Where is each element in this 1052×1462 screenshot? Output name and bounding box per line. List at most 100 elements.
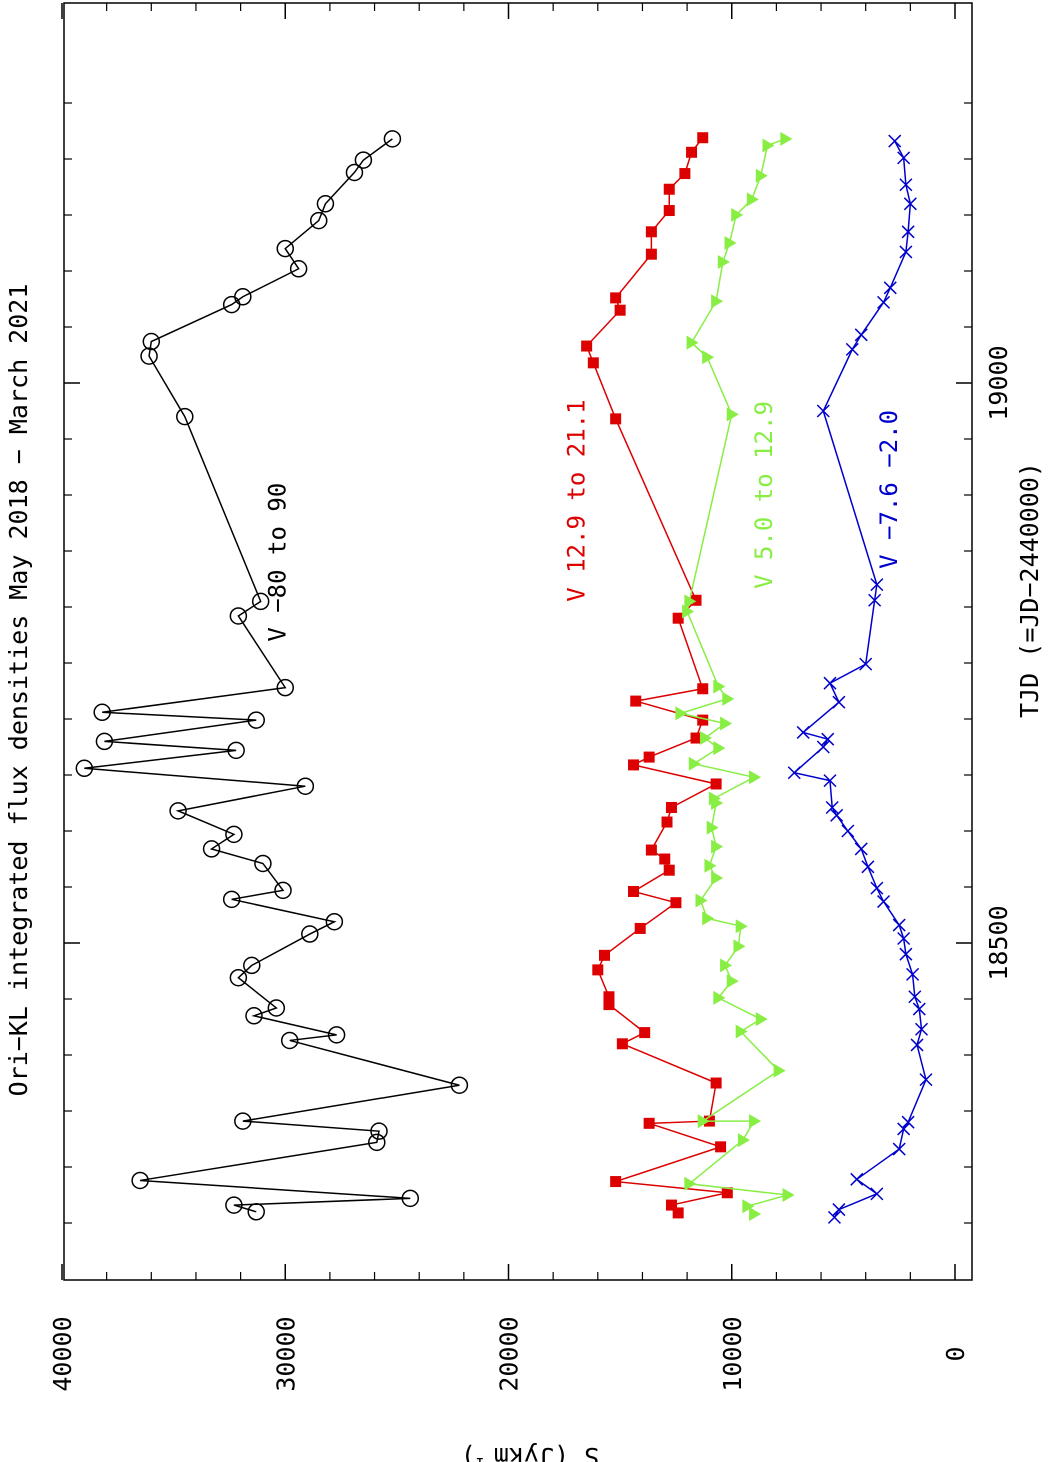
data-point (368, 1133, 386, 1152)
data-point (780, 131, 793, 146)
data-point (247, 711, 265, 729)
data-point (892, 918, 906, 932)
data-point (587, 357, 599, 369)
data-point (782, 1188, 795, 1202)
data-point (142, 332, 161, 351)
data-point (354, 151, 373, 169)
y-axis-label: S (Jykm−1) (461, 1442, 599, 1462)
series-line (585, 137, 728, 1214)
data-point (722, 691, 735, 706)
data-point (663, 864, 675, 876)
data-point (682, 604, 695, 619)
data-point (225, 1196, 243, 1214)
data-point (229, 968, 248, 987)
data-point (684, 1176, 697, 1191)
data-point (686, 335, 699, 350)
data-point (234, 1112, 252, 1130)
data-point (899, 245, 913, 259)
data-point (841, 824, 855, 838)
annotation-layer: V −80 to 90 V 12.9 to 21.1 V 5.0 to 12.9 V … (263, 399, 903, 641)
data-point (899, 947, 913, 961)
data-point (919, 1073, 933, 1087)
data-point (720, 716, 733, 731)
data-point (697, 683, 709, 695)
data-point (610, 1176, 622, 1188)
y-tick-label: 30000 (271, 1316, 300, 1391)
data-point (901, 225, 915, 239)
data-point (327, 1026, 346, 1044)
data-point (243, 956, 261, 975)
data-point (95, 732, 114, 751)
data-point (711, 871, 724, 886)
data-point (690, 732, 702, 744)
series-label: V −80 to 90 (263, 483, 291, 642)
data-point (247, 1203, 265, 1221)
data-point (659, 853, 671, 865)
data-point (870, 881, 884, 895)
data-point (717, 255, 730, 270)
data-point (823, 774, 837, 788)
data-point (755, 168, 768, 183)
data-point (870, 578, 884, 592)
data-point (827, 1210, 841, 1224)
data-point (726, 974, 739, 989)
data-point (706, 820, 719, 835)
data-point (296, 777, 315, 795)
data-point (726, 407, 739, 422)
data-point (883, 281, 897, 295)
data-point (830, 808, 844, 822)
y-tick-label: 20000 (495, 1316, 524, 1391)
data-point (749, 770, 762, 785)
data-point (276, 239, 294, 258)
series-label: V 12.9 to 21.1 (562, 399, 590, 601)
data-point (628, 885, 640, 897)
data-point (695, 893, 708, 908)
data-point (702, 350, 715, 365)
data-point (733, 939, 746, 954)
data-point (202, 840, 221, 858)
data-point (713, 741, 726, 756)
data-point (850, 1172, 864, 1186)
data-point (832, 695, 846, 709)
data-point (704, 858, 717, 873)
x-tick-label: 19000 (984, 345, 1013, 420)
data-point (616, 1038, 628, 1050)
data-point (715, 1141, 727, 1153)
data-point (773, 1063, 786, 1078)
data-point (639, 1027, 651, 1039)
data-point (370, 1122, 388, 1140)
data-point (93, 703, 111, 722)
data-point (899, 178, 913, 192)
series-3 (787, 134, 933, 1224)
data-point (859, 657, 873, 671)
data-point (690, 594, 702, 606)
series-line (792, 140, 927, 1218)
data-point (643, 751, 655, 763)
data-point (176, 407, 194, 426)
data-point (679, 168, 691, 180)
data-point (901, 1115, 915, 1129)
data-point (280, 1031, 299, 1050)
data-point (711, 839, 724, 854)
data-point (301, 925, 319, 943)
data-point (645, 844, 657, 856)
axes: 18500 19000 0 10000 20000 30000 40000 (48, 3, 1013, 1392)
data-point (603, 991, 615, 1003)
data-point (225, 825, 243, 844)
data-point (675, 706, 688, 721)
data-point (684, 594, 697, 609)
data-point (825, 800, 839, 815)
data-point (708, 791, 721, 806)
data-point (796, 725, 810, 739)
data-point (735, 1024, 748, 1039)
data-point (697, 1114, 710, 1129)
data-point (610, 413, 622, 425)
series-1 (581, 132, 733, 1219)
data-point (877, 895, 891, 909)
data-point (254, 854, 272, 873)
data-point (903, 197, 917, 211)
series-line (84, 138, 460, 1213)
data-point (663, 205, 675, 217)
data-point (699, 731, 712, 746)
data-point (888, 134, 902, 148)
